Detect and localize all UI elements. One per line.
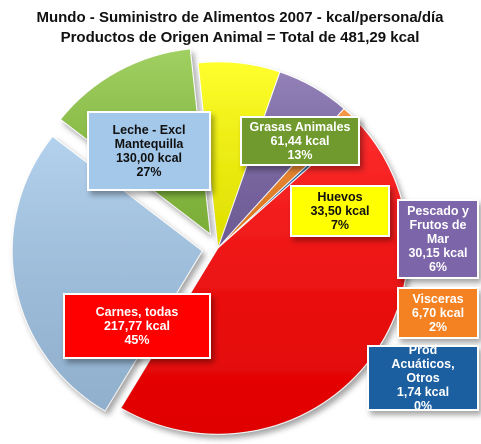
slice-label-name: Leche - Excl <box>113 123 186 137</box>
slice-label-name: Visceras <box>412 292 463 306</box>
slice-label-value: 30,15 kcal <box>408 246 467 260</box>
slice-label-percent: 7% <box>331 218 349 232</box>
slice-label-box <box>240 116 360 166</box>
slice-label-name: Grasas Animales <box>250 120 351 134</box>
slice-label-percent: 13% <box>287 148 312 162</box>
slice-label-value: 33,50 kcal <box>310 204 369 218</box>
slice-label-name: Otros <box>406 371 439 385</box>
slice-label-name: Huevos <box>317 190 362 204</box>
pie-slice-shading-2 <box>197 61 280 248</box>
slice-label-box <box>397 199 479 279</box>
slice-label-name: Mantequilla <box>115 137 185 151</box>
slice-label-name: Mar <box>427 232 449 246</box>
slice-label-value: 6,70 kcal <box>412 306 464 320</box>
pie-slices <box>11 48 409 435</box>
slice-label-box <box>87 111 211 191</box>
slice-label-name: Acuáticos, <box>391 357 454 371</box>
slice-label-percent: 6% <box>429 260 447 274</box>
slice-label-box <box>290 185 390 237</box>
slice-label-percent: 0% <box>414 399 432 413</box>
slice-label-value: 1,74 kcal <box>397 385 449 399</box>
slice-label-name: Frutos de <box>410 218 467 232</box>
slice-label-name: Prod <box>409 343 437 357</box>
slice-label-box <box>63 293 211 359</box>
pie-slice-shading-7 <box>12 136 203 411</box>
slice-label-name: Pescado y <box>407 204 469 218</box>
slice-label-box <box>367 345 479 411</box>
slice-label-percent: 2% <box>429 320 447 334</box>
slice-label-value: 217,77 kcal <box>104 319 170 333</box>
slice-label-name: Carnes, todas <box>96 305 179 319</box>
chart-subtitle: Productos de Origen Animal = Total de 48… <box>61 29 420 46</box>
slice-label-box <box>397 287 479 339</box>
chart-title: Mundo - Suministro de Alimentos 2007 - k… <box>36 9 444 26</box>
slice-label-percent: 27% <box>136 165 161 179</box>
slice-label-value: 130,00 kcal <box>116 151 182 165</box>
slice-label-percent: 45% <box>124 333 149 347</box>
slice-label-value: 61,44 kcal <box>270 134 329 148</box>
